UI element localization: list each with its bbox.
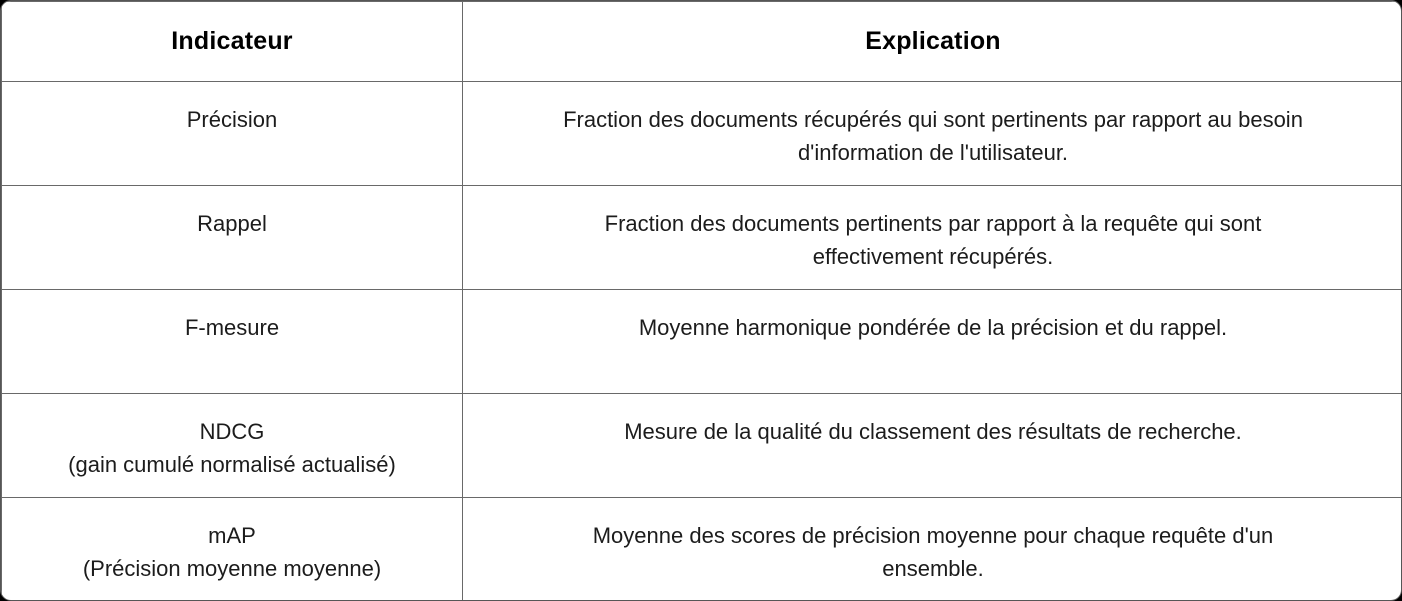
explanation-cell: Mesure de la qualité du classement des r… (462, 393, 1401, 498)
table-body: Précision Fraction des documents récupér… (1, 81, 1401, 600)
table-row-ndcg: NDCG (gain cumulé normalisé actualisé) M… (1, 393, 1401, 498)
indicator-cell: mAP (Précision moyenne moyenne) (1, 497, 463, 600)
column-header-explication: Explication (462, 1, 1401, 82)
indicator-cell: F-mesure (1, 289, 463, 394)
table-header: Indicateur Explication (1, 1, 1401, 82)
explanation-cell: Moyenne harmonique pondérée de la précis… (462, 289, 1401, 394)
column-header-indicateur: Indicateur (1, 1, 463, 82)
table-row-map: mAP (Précision moyenne moyenne) Moyenne … (1, 497, 1401, 600)
explanation-cell: Fraction des documents récupérés qui son… (462, 81, 1401, 186)
header-row: Indicateur Explication (1, 1, 1401, 82)
indicator-cell: NDCG (gain cumulé normalisé actualisé) (1, 393, 463, 498)
explanation-cell: Fraction des documents pertinents par ra… (462, 185, 1401, 290)
explanation-cell: Moyenne des scores de précision moyenne … (462, 497, 1401, 600)
table-row-precision: Précision Fraction des documents récupér… (1, 81, 1401, 186)
indicator-cell: Rappel (1, 185, 463, 290)
table-row-f-mesure: F-mesure Moyenne harmonique pondérée de … (1, 289, 1401, 394)
table-row-rappel: Rappel Fraction des documents pertinents… (1, 185, 1401, 290)
indicator-cell: Précision (1, 81, 463, 186)
